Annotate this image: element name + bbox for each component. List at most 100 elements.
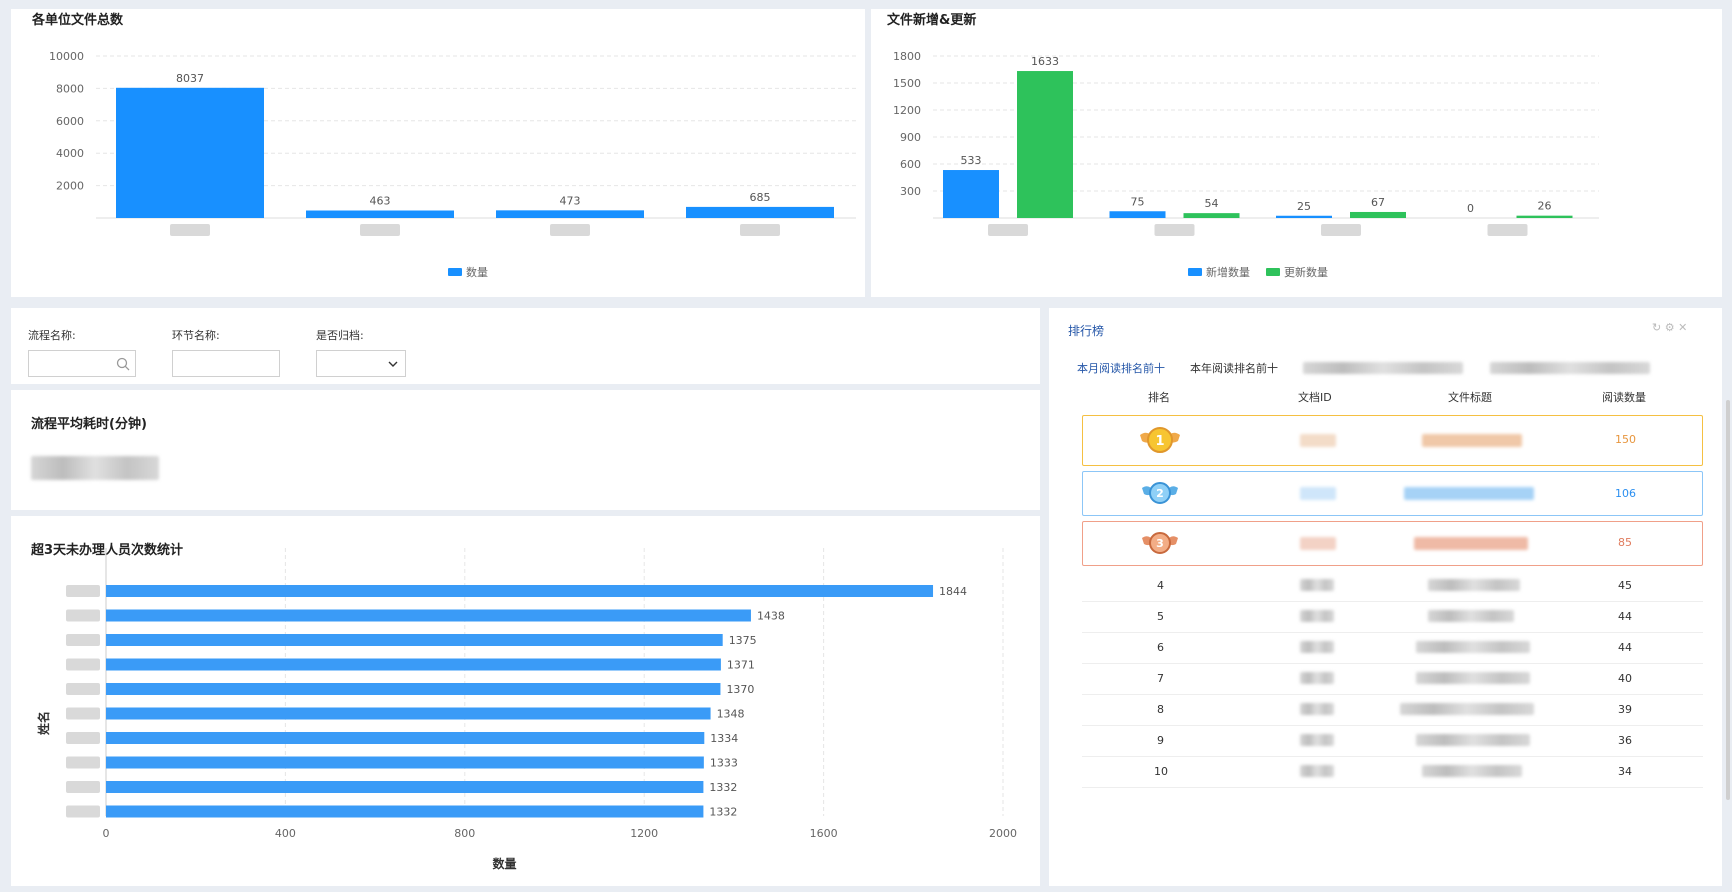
table-row[interactable] [1082,471,1703,516]
y-tick-label: 900 [900,131,921,144]
file-title[interactable] [1414,537,1528,550]
node-name-input[interactable] [172,350,280,377]
gold-medal-icon: 1 [1140,427,1180,453]
table-row[interactable]: 6 44 [1082,632,1703,664]
read-count: 39 [1618,703,1632,716]
read-count: 40 [1618,672,1632,685]
x-tick-label: 1200 [630,827,658,840]
data-label: 463 [370,194,391,207]
bar [496,210,644,218]
table-row[interactable]: 7 40 [1082,663,1703,695]
category-label-redacted [360,224,400,236]
category-label-redacted [550,224,590,236]
chevron-down-icon [388,361,398,367]
file-title[interactable] [1422,765,1522,777]
table-row[interactable]: 5 44 [1082,601,1703,633]
read-count: 44 [1618,610,1632,623]
category-label-redacted [66,585,100,597]
data-label: 1333 [710,757,738,770]
table-row[interactable] [1082,415,1703,466]
data-label: 8037 [176,72,204,85]
legend-swatch [448,268,462,276]
bar [106,634,723,646]
legend-label: 数量 [466,266,488,279]
table-row[interactable] [1082,521,1703,566]
category-label-redacted [66,732,100,744]
refresh-icon[interactable]: ↻ [1652,321,1662,334]
ranking-scrollbar[interactable] [1726,400,1730,800]
doc-id [1300,672,1334,684]
file-title[interactable] [1400,703,1534,715]
overdue-panel: 超3天未办理人员次数统计 0 400 800 1200 1600 2000 1844 1438… [11,516,1040,886]
data-label: 1375 [729,634,757,647]
rank-number: 4 [1157,579,1164,592]
tab-hidden-3[interactable] [1303,362,1463,374]
data-label: 1334 [710,732,738,745]
archived-select[interactable] [316,350,406,377]
file-title[interactable] [1416,734,1530,746]
node-name-label: 环节名称: [172,329,220,342]
svg-text:2: 2 [1156,487,1164,500]
process-name-input[interactable] [28,350,136,377]
doc-id [1300,579,1334,591]
category-label-redacted [66,658,100,671]
category-label-redacted [740,224,780,236]
tab-monthly-top10[interactable]: 本月阅读排名前十 [1077,362,1165,375]
doc-id [1300,434,1336,447]
data-label: 1332 [709,806,737,819]
doc-id [1300,610,1334,622]
doc-id [1300,765,1334,777]
read-count: 85 [1618,536,1632,549]
x-tick-label: 1600 [810,827,838,840]
doc-id [1300,734,1334,746]
close-icon[interactable]: ✕ [1678,321,1688,334]
category-label-redacted [66,707,100,720]
table-row[interactable]: 8 39 [1082,694,1703,726]
file-title[interactable] [1404,487,1534,500]
bar [106,732,705,744]
process-name-label: 流程名称: [28,329,76,342]
y-axis-title: 姓名 [36,711,51,735]
category-label-redacted [66,634,100,646]
read-count: 45 [1618,579,1632,592]
bar [306,210,454,218]
bar [1183,213,1240,218]
unit-file-total-title: 各单位文件总数 [32,13,124,28]
data-label: 54 [1205,197,1219,210]
silver-medal-icon: 2 [1142,482,1178,504]
tab-yearly-top10[interactable]: 本年阅读排名前十 [1190,362,1278,375]
table-row[interactable]: 9 36 [1082,725,1703,757]
y-tick-label: 8000 [56,82,84,95]
filter-panel: 流程名称: 环节名称: 是否归档: [11,308,1040,384]
rank-number: 6 [1157,641,1164,654]
data-label: 1844 [939,585,967,598]
y-tick-label: 6000 [56,115,84,128]
file-title[interactable] [1416,672,1530,684]
ranking-title: 排行榜 [1068,324,1105,338]
x-tick-label: 400 [275,827,296,840]
col-read-count: 阅读数量 [1602,391,1646,404]
file-title[interactable] [1422,434,1522,447]
data-label: 1348 [717,708,745,721]
table-row[interactable]: 10 34 [1082,756,1703,788]
file-title[interactable] [1416,641,1530,653]
svg-text:1: 1 [1155,434,1164,449]
rank-number: 7 [1157,672,1164,685]
svg-text:3: 3 [1156,537,1164,550]
data-label: 0 [1467,202,1474,215]
table-row[interactable]: 4 45 [1082,570,1703,602]
data-label: 67 [1371,196,1385,209]
gear-icon[interactable]: ⚙ [1664,321,1675,334]
tab-hidden-4[interactable] [1490,362,1650,374]
data-label: 1438 [757,610,785,623]
bar [1109,211,1166,218]
archived-label: 是否归档: [316,329,364,342]
rank-number: 9 [1157,734,1164,747]
file-title[interactable] [1428,579,1520,591]
file-title[interactable] [1428,610,1514,622]
data-label: 685 [750,191,771,204]
search-icon[interactable] [116,357,130,371]
y-tick-label: 4000 [56,147,84,160]
unit-file-total-chart: 2000 4000 6000 8000 10000 8037 463 473 685 数量 [49,50,856,279]
doc-id [1300,641,1334,653]
